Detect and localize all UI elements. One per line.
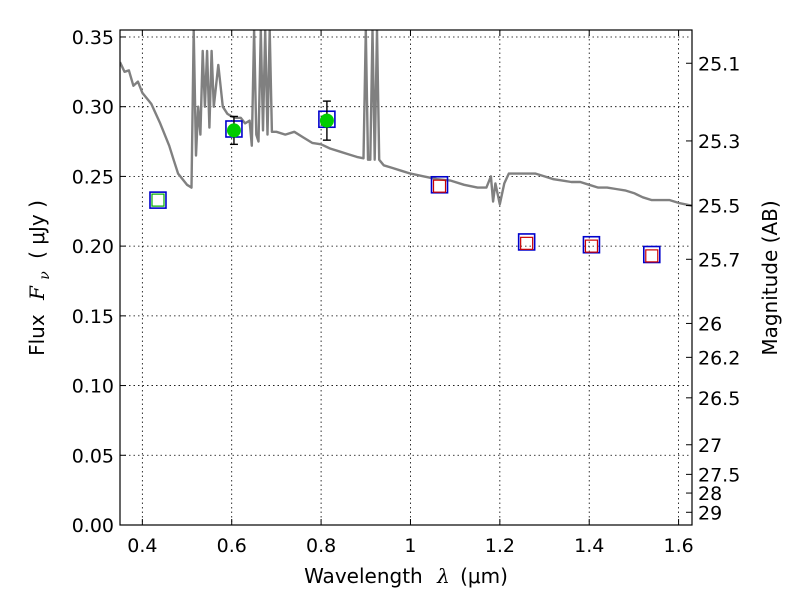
x-tick-label: 1.4 [574,535,604,557]
y-tick-label: 0.05 [72,445,114,467]
red-square-marker [645,249,659,263]
y-axis-label-symbol: F [25,285,49,301]
y2-tick-label: 25.1 [698,53,740,75]
blue-square-marker [149,191,167,209]
y2-tick-label: 27.5 [698,464,740,486]
x-tick-label: 1.6 [663,535,693,557]
y2-tick-label: 26.2 [698,347,740,369]
x-tick-label: 0.4 [127,535,157,557]
y2-tick-label: 25.5 [698,196,740,218]
blue-square-marker [517,233,536,251]
y2-axis-label: Magnitude (AB) [758,200,782,355]
blue-square-marker [430,175,449,194]
y2-tick-label: 29 [698,502,722,524]
sed-model-line [120,30,692,207]
y2-tick-label: 25.7 [698,249,740,271]
y-axis-label-unit: ( μJy ) [25,200,49,259]
green-square-marker [151,193,165,207]
blue-square-marker [582,235,601,254]
y-tick-label: 0.35 [72,27,114,49]
blue-square-marker [642,245,661,264]
red-square-marker [520,236,534,250]
x-tick-label: 1 [404,535,416,557]
plot-frame [119,29,693,526]
y-tick-label: 0.10 [72,376,114,398]
x-axis-label: Wavelength λ (μm) [304,564,508,588]
y2-tick-label: 27 [698,435,722,457]
x-tick-label: 0.8 [306,535,336,557]
ticks-layer: 0.4 0.6 0.8 1 1.2 1.4 1.6 0.00 0.05 0.10 0.15 0.20 0… [72,27,741,557]
y2-tick-label: 28 [698,483,722,505]
red-square-marker [584,239,599,253]
y-tick-label: 0.25 [72,166,114,188]
x-axis-label-symbol: λ [436,564,450,588]
x-tick-label: 0.6 [217,535,247,557]
y-tick-label: 0.20 [72,236,114,258]
y-axis-label-text: Flux [25,314,49,356]
y-axis-label-subscript: ν [37,271,53,280]
red-square-marker [432,179,447,193]
series-layer [120,30,692,264]
y-tick-label: 0.30 [72,97,114,119]
x-tick-label: 1.2 [485,535,515,557]
y-axis-label: Flux F ν ( μJy ) [25,200,54,356]
grid-lines [120,30,692,526]
y2-tick-label: 26 [698,313,722,335]
x-axis-label-text: Wavelength [304,564,423,588]
y2-tick-label: 26.5 [698,388,740,410]
x-axis-label-unit: (μm) [460,564,508,588]
observed-point [226,123,241,138]
y2-tick-label: 25.3 [698,131,740,153]
y-tick-label: 0.00 [72,515,114,537]
observed-point [319,113,334,128]
y-tick-label: 0.15 [72,306,114,328]
